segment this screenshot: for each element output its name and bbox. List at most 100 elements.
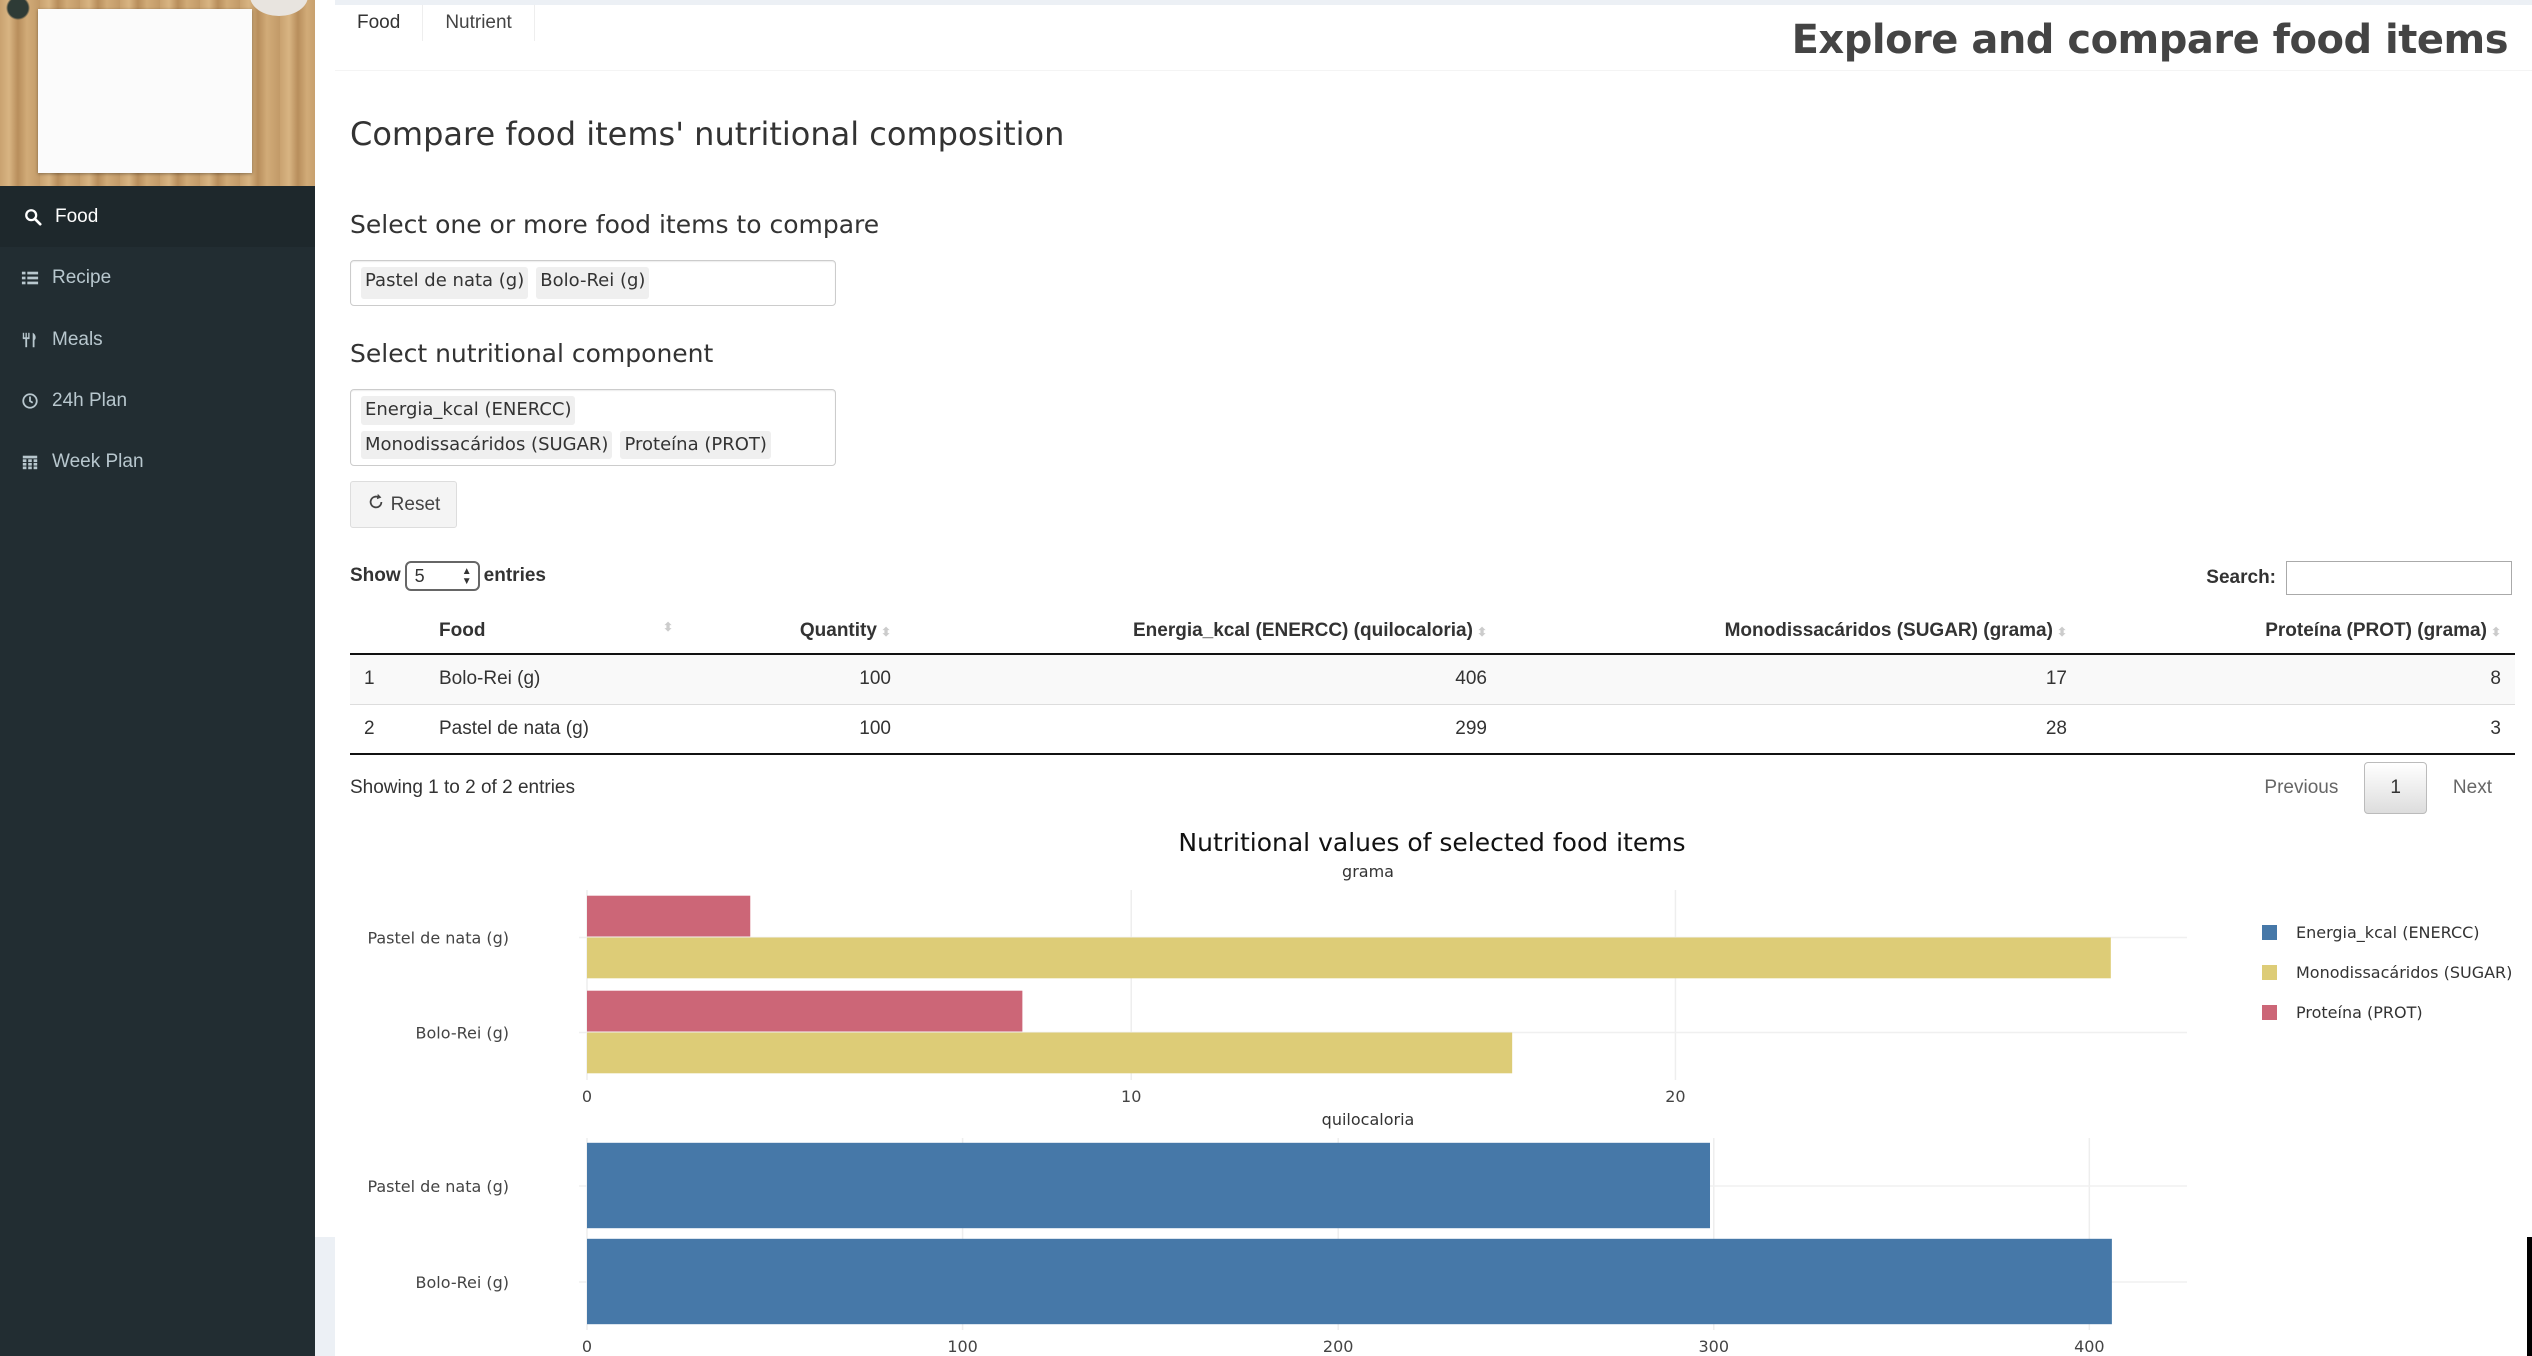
selected-food-chip[interactable]: Pastel de nata (g) [361, 267, 529, 299]
sidebar: Food Recipe Meals 24h Plan Week Plan [0, 0, 315, 1356]
table-row[interactable]: 1 Bolo-Rei (g) 100 406 17 8 [350, 653, 2515, 704]
sort-icon: ⬍ [880, 624, 891, 639]
tab-food[interactable]: Food [335, 5, 424, 41]
column-header-protein[interactable]: Proteína (PROT) (grama) ⬍ [2081, 608, 2515, 655]
column-header-label: Energia_kcal (ENERCC) (quilocaloria) [1132, 619, 1473, 641]
next-page-button[interactable]: Next [2452, 777, 2492, 798]
component-select-label: Select nutritional component [350, 339, 714, 368]
legend-entry: Energia_kcal (ENERCC) [2296, 923, 2480, 943]
sidebar-item-week-plan[interactable]: Week Plan [0, 431, 315, 492]
y-tick-label: Pastel de nata (g) [367, 929, 509, 948]
bar-energia-kcal-enercc [587, 1238, 2112, 1325]
cell-food: Bolo-Rei (g) [425, 653, 685, 704]
tab-bar: Food Nutrient [335, 5, 2532, 71]
x-tick-label: 400 [2074, 1337, 2105, 1356]
page-length-control: Show 5 ▲ ▼ entries [350, 561, 546, 591]
sort-icon: ⬍ [662, 619, 673, 634]
column-header-food[interactable]: Food ⬍ [425, 608, 685, 655]
bar-monodissac-ridos-sugar [587, 1032, 1513, 1074]
table-search: Search: [2206, 561, 2512, 595]
column-header-label: Monodissacáridos (SUGAR) (grama) [1724, 619, 2053, 641]
page-button-current[interactable]: 1 [2364, 762, 2427, 814]
x-tick-label: 10 [1121, 1087, 1141, 1106]
reset-button-label: Reset [390, 493, 441, 515]
x-tick-label: 300 [1698, 1337, 1729, 1356]
selected-food-chip[interactable]: Bolo-Rei (g) [536, 267, 650, 299]
cell-quantity: 100 [685, 653, 905, 704]
pagination: Previous 1 Next [2244, 762, 2512, 814]
bar-energia-kcal-enercc [587, 1142, 1711, 1229]
cell-protein: 3 [2081, 703, 2515, 755]
column-header-sugar[interactable]: Monodissacáridos (SUGAR) (grama) ⬍ [1501, 608, 2081, 655]
selected-component-chip[interactable]: Energia_kcal (ENERCC) [361, 396, 576, 425]
reset-button[interactable]: Reset [350, 481, 457, 528]
tab-nutrient[interactable]: Nutrient [423, 5, 535, 41]
show-label: Show [350, 565, 401, 586]
sidebar-item-24h-plan[interactable]: 24h Plan [0, 370, 315, 431]
sidebar-item-label: Recipe [52, 266, 112, 288]
table-header-row: Food ⬍ Quantity ⬍ Energia_kcal (ENERCC) (q… [350, 608, 2515, 655]
column-header-energy[interactable]: Energia_kcal (ENERCC) (quilocaloria) ⬍ [905, 608, 1501, 655]
x-tick-label: 200 [1323, 1337, 1354, 1356]
panel-subtitle: grama [1342, 862, 1394, 881]
row-index: 1 [350, 653, 425, 704]
legend-entry: Monodissacáridos (SUGAR) [2296, 963, 2512, 982]
clock-icon [20, 391, 40, 411]
selected-component-chip[interactable]: Monodissacáridos (SUGAR) [361, 430, 613, 459]
sidebar-item-meals[interactable]: Meals [0, 309, 315, 370]
column-header-index [350, 608, 425, 655]
cell-energy: 406 [905, 653, 1501, 704]
x-tick-label: 0 [582, 1087, 592, 1106]
page-length-select[interactable]: 5 ▲ ▼ [404, 561, 480, 591]
y-tick-label: Pastel de nata (g) [367, 1177, 509, 1196]
legend-swatch [2262, 925, 2277, 940]
cell-protein: 8 [2081, 653, 2515, 704]
window-edge [2527, 1237, 2532, 1356]
cup-decoration [250, 0, 308, 16]
sidebar-item-recipe[interactable]: Recipe [0, 247, 315, 308]
selected-component-chip[interactable]: Proteína (PROT) [620, 430, 771, 459]
x-tick-label: 20 [1665, 1087, 1685, 1106]
cell-sugar: 28 [1501, 703, 2081, 755]
cell-quantity: 100 [685, 703, 905, 755]
food-select-input[interactable]: Pastel de nata (g) Bolo-Rei (g) [350, 260, 836, 306]
column-header-quantity[interactable]: Quantity ⬍ [685, 608, 905, 655]
x-tick-label: 100 [947, 1337, 978, 1356]
column-header-label: Food [439, 619, 486, 641]
bar-monodissac-ridos-sugar [587, 937, 2111, 979]
sort-icon: ⬍ [1476, 624, 1487, 639]
legend-swatch [2262, 1005, 2277, 1020]
sidebar-item-label: Week Plan [52, 450, 144, 472]
select-arrows-icon: ▲ ▼ [461, 566, 472, 587]
table-row[interactable]: 2 Pastel de nata (g) 100 299 28 3 [350, 703, 2515, 755]
sidebar-item-label: Food [55, 205, 99, 227]
bar-prote-na-prot [587, 990, 1023, 1032]
previous-page-button[interactable]: Previous [2264, 777, 2339, 798]
sidebar-item-food[interactable]: Food [0, 186, 315, 247]
data-table: Food ⬍ Quantity ⬍ Energia_kcal (ENERCC) (q… [350, 608, 2515, 755]
component-select-input[interactable]: Energia_kcal (ENERCC) Monodissacáridos (… [350, 389, 836, 466]
search-input[interactable] [2286, 561, 2512, 595]
plant-decoration [0, 0, 42, 24]
y-tick-label: Bolo-Rei (g) [416, 1273, 509, 1292]
refresh-icon [367, 493, 385, 517]
column-header-label: Quantity [799, 619, 877, 641]
cell-sugar: 17 [1501, 653, 2081, 704]
table-info: Showing 1 to 2 of 2 entries [350, 777, 575, 798]
sidebar-header-image [0, 0, 315, 187]
bar-prote-na-prot [587, 895, 751, 937]
cell-energy: 299 [905, 703, 1501, 755]
cutlery-icon [20, 330, 40, 350]
sidebar-item-label: Meals [52, 328, 103, 350]
column-header-label: Proteína (PROT) (grama) [2265, 619, 2487, 641]
legend-entry: Proteína (PROT) [2296, 1003, 2423, 1022]
page-length-value: 5 [414, 565, 425, 586]
row-index: 2 [350, 703, 425, 755]
section-title: Compare food items' nutritional composit… [350, 115, 1065, 153]
list-icon [20, 268, 40, 288]
search-icon [23, 207, 43, 227]
page-title: Explore and compare food items [1791, 17, 2509, 63]
main-area: Food Nutrient Explore and compare food i… [315, 0, 2532, 1356]
y-tick-label: Bolo-Rei (g) [416, 1024, 509, 1043]
sort-icon: ⬍ [2490, 624, 2501, 639]
